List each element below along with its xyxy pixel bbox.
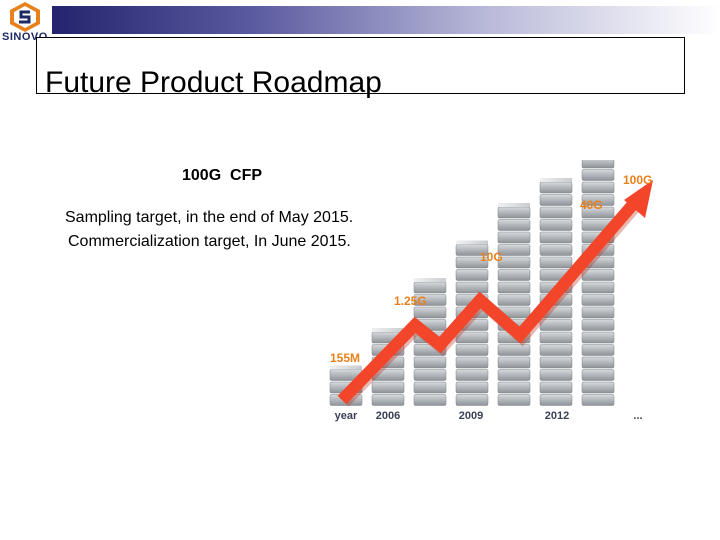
bar-cube [413,369,447,381]
bar-cube [413,356,447,369]
bar-top [372,328,404,332]
bar-cube [539,194,573,206]
bar-cube [581,394,615,406]
bar-cube [497,231,531,244]
bar-cube [539,231,573,244]
bar-cube [455,256,489,269]
speed-label: 40G [580,198,603,212]
bar-cube [539,344,573,356]
bar-cube [455,381,489,394]
trend-arrow [337,198,640,405]
category-label: 2012 [545,410,569,422]
bar-cube [455,269,489,281]
bar-cube [581,269,615,281]
bar-cube [497,281,531,294]
bar-cube [455,394,489,406]
page-title: Future Product Roadmap [45,66,382,99]
product-name: 100G CFP [182,167,263,184]
bar-column [413,278,447,406]
bar-cube [413,281,447,294]
bar-cube [497,369,531,381]
bar-cube [539,181,573,194]
title-frame [36,37,685,94]
bar-cube [539,256,573,269]
bar-cube [539,331,573,344]
bar-cube [497,206,531,219]
bar-top [414,278,446,282]
speed-label: 155M [330,351,360,365]
commercialization-target-text: Commercialization target, In June 2015. [68,233,351,250]
speed-label: 1.25G [394,294,427,308]
bar-cube [581,306,615,319]
bar-top [540,178,572,182]
bar-cube [413,294,447,306]
bar-cube [455,344,489,356]
bar-cube [581,369,615,381]
bar-cube [455,331,489,344]
bar-cube [539,369,573,381]
bar-cube [539,356,573,369]
bar-cube [497,244,531,256]
bar-cube [497,394,531,406]
bar-cube [581,331,615,344]
bar-cube [413,381,447,394]
bar-cube [581,294,615,306]
bar-cube [413,306,447,319]
header-band [52,6,720,34]
bar-cube [581,281,615,294]
bar-cube [539,219,573,231]
bar-cube [455,369,489,381]
bar-cube [497,381,531,394]
bar-cube [581,356,615,369]
category-label: year [335,410,358,422]
bar-cube [371,381,405,394]
speed-label: 10G [480,250,503,264]
bar-cube [497,344,531,356]
speed-label: 100G [623,173,652,187]
sinovo-logo: SINOVO [0,0,66,50]
sampling-target-text: Sampling target, in the end of May 2015. [65,209,354,226]
bar-top [330,365,362,370]
bar-cube [581,206,615,219]
sinovo-logo-icon [10,2,40,32]
bar-top [456,240,488,245]
bar-cube [539,206,573,219]
logo-tagline [8,44,9,48]
bar-cube [539,381,573,394]
bar-column [497,203,531,406]
bar-cube [581,381,615,394]
bar-cube [371,394,405,406]
bar-cube [539,394,573,406]
bar-cube [455,356,489,369]
bar-cube [581,344,615,356]
bar-cube [581,194,615,206]
bar-top [498,203,530,207]
bar-column [455,240,489,406]
category-label: ... [633,410,642,422]
bar-cube [455,281,489,294]
bar-column [581,160,615,406]
logo-text: SINOVO [2,31,48,43]
bar-cube [497,256,531,269]
bar-cube [581,181,615,194]
bar-cube [497,219,531,231]
bar-cube [497,356,531,369]
roadmap-chart: year 2006 2009 2012 ... 155M 1.25G 10G 40G 100G [329,160,653,422]
bar-cube [497,294,531,306]
bar-cube [539,244,573,256]
bar-cube [413,394,447,406]
trend-arrowhead-icon [624,180,653,218]
bar-cube [539,319,573,331]
bar-cube [497,269,531,281]
bar-cube [581,319,615,331]
category-label: 2006 [376,410,400,422]
bar-cube [581,169,615,181]
bar-cube [581,160,615,169]
category-label: 2009 [459,410,483,422]
